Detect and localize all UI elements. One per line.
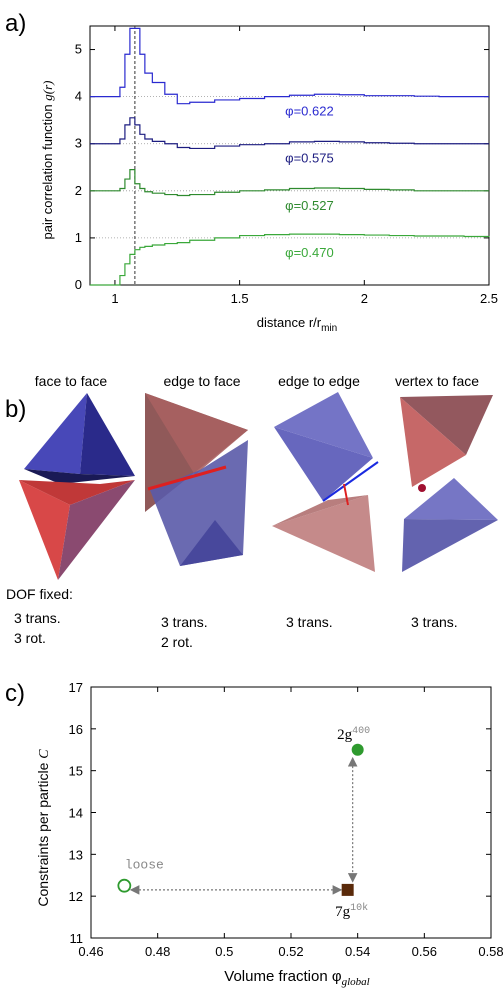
plot-frame-c: [90, 686, 492, 939]
series-label-1: φ=0.575: [285, 151, 334, 166]
ytick-label-c-3: 14: [69, 806, 83, 821]
xtick-label-c-3: 0.52: [278, 944, 303, 959]
panel-c-xlabel-text: Volume fraction φ: [224, 968, 342, 985]
dof-3-line1: 3 trans.: [411, 614, 458, 630]
dof-0-line1: 3 trans.: [14, 610, 61, 626]
panel-a-xlabel-sub: min: [321, 323, 337, 334]
plot-frame-a: [89, 25, 490, 286]
panel-c-ylabel-text: Constraints per particle: [35, 759, 51, 907]
ytick-label-c-5: 16: [69, 722, 83, 737]
ytick-label-a-0: 0: [75, 277, 82, 292]
xtick-label-c-4: 0.54: [345, 944, 370, 959]
header-vertex-to-face: vertex to face: [395, 373, 479, 389]
panel-a-ylabel-text: pair correlation function: [40, 101, 55, 240]
panel-c-xlabel-sub: global: [342, 976, 370, 988]
panel-a-label: a): [5, 10, 26, 37]
panel-b: b) face to face edge to face edge to edg…: [5, 373, 498, 650]
dof-0-line2: 3 rot.: [14, 630, 46, 646]
panel-c-label: c): [5, 680, 25, 707]
ytick-label-a-3: 3: [75, 136, 82, 151]
series-line-0: [90, 27, 489, 105]
series-line-1: [90, 117, 489, 150]
series-label-2: φ=0.527: [285, 198, 334, 213]
label-7g10k-sup: 10k: [350, 902, 368, 914]
label-loose: loose: [125, 858, 164, 873]
panel-c-ylabel: Constraints per particle C: [35, 749, 52, 907]
chart-c: 11 12 13 14 15 16 17 0.46 0.48 0.5 0.52 0.54 0.56 0.5…: [69, 680, 504, 959]
ytick-label-c-1: 12: [69, 889, 83, 904]
chart-a: 0 1 2 3 4 5 1 1.5 2 2.5 φ=0.622 φ=0.575 φ=0.527 φ=0.4…: [75, 25, 498, 306]
xtick-label-c-5: 0.56: [412, 944, 437, 959]
dof-title: DOF fixed:: [6, 586, 73, 602]
panel-a-ylabel: pair correlation function g(r): [40, 81, 55, 240]
ytick-label-a-1: 1: [75, 230, 82, 245]
ytick-label-a-2: 2: [75, 183, 82, 198]
dof-2-line1: 3 trans.: [286, 614, 333, 630]
xtick-label-a-0: 1: [111, 291, 118, 306]
ytick-label-a-5: 5: [75, 42, 82, 57]
xtick-label-c-1: 0.48: [145, 944, 170, 959]
point-7g10k: [341, 883, 354, 896]
tetra-edge-to-face-illustration: [145, 393, 248, 566]
tetra-face-to-face-illustration: [19, 393, 135, 580]
series-line-2: [90, 169, 489, 197]
ytick-label-c-6: 17: [69, 680, 83, 695]
label-2g400-sup: 400: [352, 726, 370, 737]
ytick-label-c-2: 13: [69, 847, 83, 862]
tetra-edge-to-edge-illustration: [272, 392, 379, 572]
xtick-label-c-6: 0.58: [478, 944, 503, 959]
ytick-label-c-0: 11: [70, 931, 84, 946]
panel-a-ylabel-var: g(r): [40, 81, 55, 101]
panel-b-label: b): [5, 396, 26, 423]
series-label-3: φ=0.470: [285, 245, 334, 260]
label-2g400: 2g400: [337, 726, 370, 743]
header-face-to-face: face to face: [35, 373, 108, 389]
header-edge-to-edge: edge to edge: [278, 373, 360, 389]
xtick-label-c-2: 0.5: [215, 944, 233, 959]
xtick-label-a-3: 2.5: [480, 291, 498, 306]
series-label-0: φ=0.622: [285, 104, 334, 119]
panel-a-xlabel: distance r/rmin: [257, 315, 337, 334]
panel-c-ylabel-var: C: [37, 749, 52, 759]
panel-a-xlabel-text: distance r/r: [257, 315, 322, 330]
ytick-label-a-4: 4: [75, 89, 82, 104]
panel-c-xlabel: Volume fraction φglobal: [224, 968, 369, 988]
header-edge-to-face: edge to face: [163, 373, 240, 389]
label-2g400-base: 2g: [337, 727, 353, 743]
xtick-label-c-0: 0.46: [78, 944, 103, 959]
tetra-vertex-to-face-illustration: [400, 395, 498, 572]
point-2g400: [351, 743, 364, 756]
label-7g10k-base: 7g: [335, 904, 351, 920]
dof-1-line2: 2 rot.: [161, 634, 193, 650]
xtick-label-a-2: 2: [361, 291, 368, 306]
xtick-label-a-1: 1.5: [231, 291, 249, 306]
dof-1-line1: 3 trans.: [161, 614, 208, 630]
label-7g10k: 7g10k: [335, 902, 368, 920]
ytick-label-c-4: 15: [69, 764, 83, 779]
point-loose: [117, 878, 132, 893]
panel-c: c) 11 12 13 14 15 16 17 0.46 0.48 0.5 0.52 0.54 0.56…: [5, 680, 504, 988]
series-line-3: [90, 233, 490, 286]
panel-a: a) 0 1 2 3 4 5 1 1.5 2 2.5 φ=0.622 φ=0.575 φ=0.527 φ=…: [5, 10, 498, 334]
